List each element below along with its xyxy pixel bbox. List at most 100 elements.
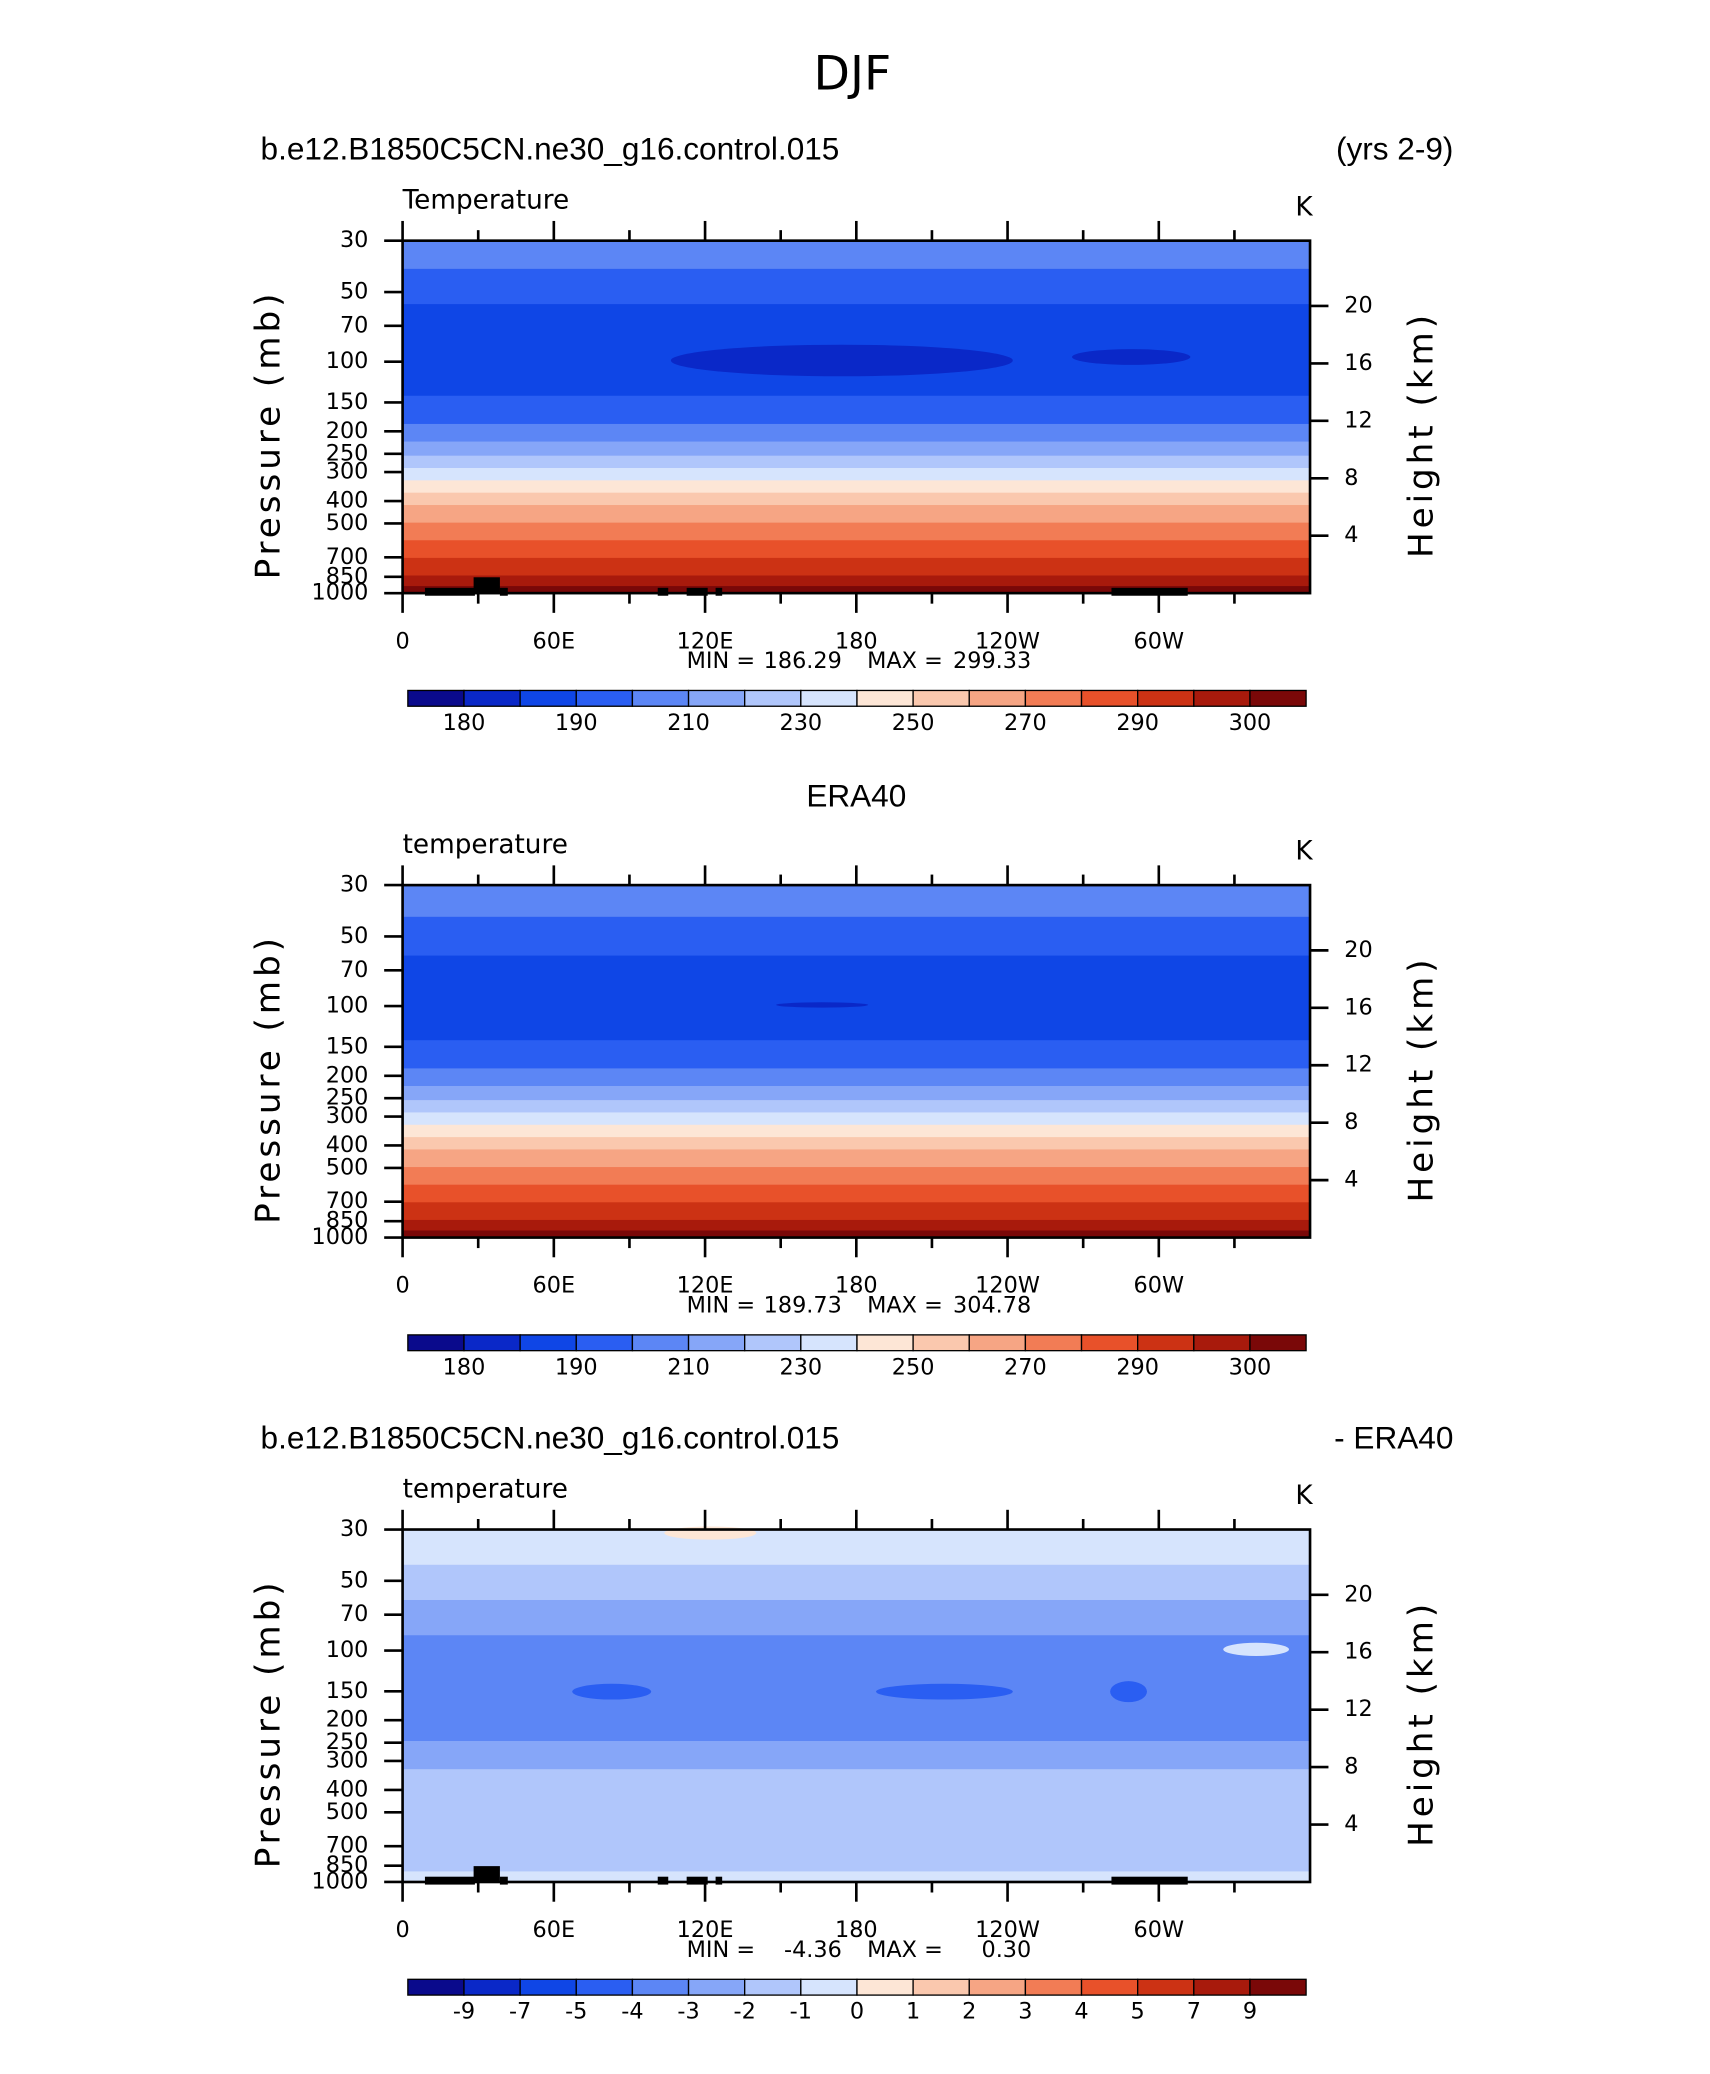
contour-band (402, 1202, 1311, 1221)
colorbar-box (968, 1334, 1027, 1352)
colorbar-box (968, 1978, 1027, 1996)
colorbar-label: -5 (565, 1999, 587, 2025)
y-tick-label: 100 (326, 1637, 369, 1663)
y2-axis-label: Height (km) (1402, 1600, 1442, 1847)
colorbar-label: 7 (1187, 1999, 1201, 2025)
colorbar-label: 190 (555, 710, 598, 736)
y-tick-label: 100 (326, 348, 369, 374)
figure-title: DJF (814, 46, 892, 101)
colorbar-box (1249, 689, 1307, 707)
contour-band (402, 1068, 1311, 1087)
min-value: -4.36 (784, 1937, 842, 1963)
y2-axis-label: Height (km) (1402, 311, 1442, 558)
colorbar-label: 300 (1229, 1354, 1272, 1380)
colorbar-box (1024, 1978, 1083, 1996)
colorbar-box (575, 689, 634, 707)
colorbar-box (744, 1334, 802, 1352)
contour-band (402, 1769, 1311, 1873)
contour-band (402, 1529, 1311, 1566)
y-tick-label: 30 (340, 227, 368, 253)
x-tick-label: 120E (677, 1273, 734, 1299)
contour-band (402, 240, 1311, 270)
y-tick-label: 50 (340, 279, 368, 305)
topography (424, 1876, 475, 1885)
variable-label: temperature (403, 830, 568, 860)
y-tick-label: 150 (326, 389, 369, 415)
contour-region (670, 344, 1013, 377)
colorbar-box (519, 689, 577, 707)
topography (657, 1876, 669, 1885)
y2-tick-label: 16 (1344, 994, 1372, 1020)
contour-band (402, 1137, 1311, 1151)
panel: b.e12.B1850C5CN.ne30_g16.control.015 - ER… (248, 1419, 1453, 2024)
colorbar-label: 3 (1018, 1999, 1032, 2025)
contour-band (402, 1100, 1311, 1114)
colorbar-box (1249, 1334, 1307, 1352)
contour-band (402, 1112, 1311, 1126)
max-label: MAX = (867, 1937, 943, 1963)
colorbar-label: 2 (962, 1999, 976, 2025)
colorbar-label: 290 (1116, 1354, 1159, 1380)
topography (473, 1866, 500, 1882)
colorbar-box (912, 1334, 970, 1352)
y-tick-label: 300 (326, 1103, 369, 1129)
contour-band (402, 1741, 1311, 1770)
colorbar-box (744, 1978, 802, 1996)
topography (499, 587, 508, 596)
x-tick-label: 120E (677, 628, 734, 654)
panel-left-title: b.e12.B1850C5CN.ne30_g16.control.015 (261, 1419, 840, 1455)
x-tick-label: 0 (395, 628, 409, 654)
y-tick-label: 400 (326, 1132, 369, 1158)
y2-tick-label: 8 (1344, 465, 1358, 491)
colorbar-label: 210 (667, 710, 710, 736)
colorbar-box (519, 1334, 577, 1352)
y-tick-label: 100 (326, 993, 369, 1019)
colorbar-box (856, 689, 914, 707)
x-tick-label: 60W (1134, 1917, 1185, 1943)
topography (473, 577, 500, 594)
min-label: MIN = (687, 1292, 755, 1318)
x-tick-label: 60E (533, 1917, 576, 1943)
colorbar-box (631, 1978, 690, 1996)
panel-left-title: b.e12.B1850C5CN.ne30_g16.control.015 (261, 131, 840, 167)
contour-band (402, 1184, 1311, 1203)
colorbar-box (407, 1978, 465, 1996)
contour-band (402, 1149, 1311, 1168)
colorbar-label: 210 (667, 1354, 710, 1380)
colorbar-box (1137, 1978, 1195, 1996)
topography (686, 1876, 708, 1885)
x-tick-label: 0 (395, 1273, 409, 1299)
x-tick-label: 180 (835, 628, 878, 654)
colorbar-box (687, 1978, 746, 1996)
colorbar-box (575, 1978, 634, 1996)
contour-band (402, 885, 1311, 918)
contour-band (402, 1167, 1311, 1186)
contour-band (402, 441, 1311, 457)
contour-band (402, 955, 1311, 1041)
y2-tick-label: 16 (1344, 350, 1372, 376)
y-tick-label: 50 (340, 923, 368, 949)
colorbar-box (1080, 689, 1139, 707)
y-tick-label: 500 (326, 1799, 369, 1825)
colorbar-box (407, 689, 465, 707)
y-tick-label: 200 (326, 1062, 369, 1088)
contour-region (876, 1683, 1013, 1700)
y-tick-label: 70 (340, 957, 368, 983)
colorbar-box (463, 689, 521, 707)
x-tick-label: 120W (975, 1917, 1040, 1943)
x-tick-label: 120E (677, 1917, 734, 1943)
colorbar-label: -1 (790, 1999, 812, 2025)
panel: b.e12.B1850C5CN.ne30_g16.control.015 (yrs… (248, 131, 1453, 736)
colorbar-box (968, 689, 1027, 707)
topography (499, 1876, 508, 1885)
y2-tick-label: 8 (1344, 1754, 1358, 1780)
colorbar-label: 230 (780, 710, 823, 736)
colorbar-box (687, 689, 746, 707)
contour-band (402, 492, 1311, 506)
contour-band (402, 1086, 1311, 1101)
colorbar-box (631, 689, 690, 707)
contour-band (402, 395, 1311, 425)
y2-tick-label: 12 (1344, 407, 1372, 433)
contour-band (402, 480, 1311, 494)
